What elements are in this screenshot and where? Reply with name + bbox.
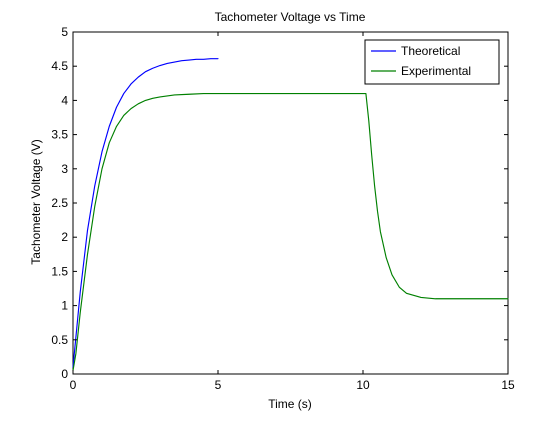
y-axis: 0 0.5 1 1.5 2 2.5 3 3.5 4 4.5 5: [51, 25, 508, 381]
y-tick-label: 3: [61, 162, 68, 176]
y-tick-label: 5: [61, 25, 68, 39]
series-line-theoretical: [72, 58, 219, 368]
y-tick-label: 3.5: [51, 128, 68, 142]
x-tick-label: 0: [70, 378, 77, 392]
plot-area-frame: [72, 31, 509, 375]
legend-label-experimental: Experimental: [401, 64, 471, 78]
legend-box: [364, 39, 500, 85]
y-tick-label: 2: [61, 230, 68, 244]
y-tick-label: 4.5: [51, 59, 68, 73]
x-axis-label: Time (s): [268, 397, 312, 411]
legend: Theoretical Experimental: [364, 39, 500, 85]
series-layer: [72, 58, 509, 372]
y-tick-label: 1: [61, 299, 68, 313]
x-tick-label: 10: [356, 378, 370, 392]
chart-title: Tachometer Voltage vs Time: [215, 10, 366, 24]
series-line-experimental: [72, 92, 509, 372]
y-tick-label: 0: [61, 367, 68, 381]
y-tick-label: 4: [61, 93, 68, 107]
legend-label-theoretical: Theoretical: [401, 44, 460, 58]
y-tick-label: 1.5: [51, 264, 68, 278]
x-tick-label: 5: [215, 378, 222, 392]
y-tick-label: 2.5: [51, 196, 68, 210]
x-axis: 0 5 10 15: [70, 32, 515, 392]
x-tick-label: 15: [501, 378, 515, 392]
y-axis-label: Tachometer Voltage (V): [29, 139, 43, 264]
y-tick-label: 0.5: [51, 333, 68, 347]
